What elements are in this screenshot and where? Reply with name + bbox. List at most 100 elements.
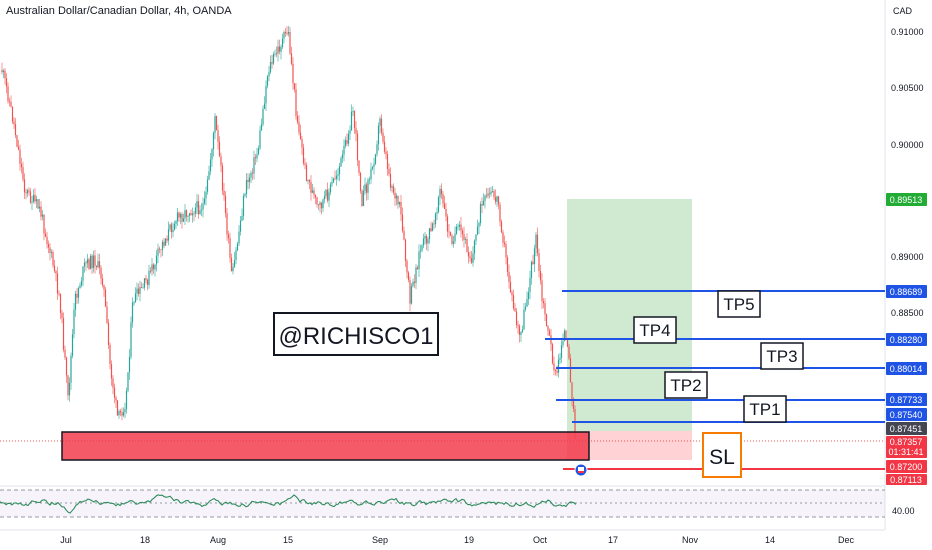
candle-body <box>572 398 575 410</box>
tp3-label-box[interactable] <box>760 342 804 370</box>
candle-body <box>340 158 342 167</box>
time-tick: Sep <box>372 535 388 545</box>
candle-body <box>547 326 549 331</box>
target-price-badge: 0.89513 <box>886 193 927 206</box>
candle-body <box>530 261 533 278</box>
candle-body <box>137 288 140 294</box>
candle-body <box>77 288 80 298</box>
candle-body <box>457 226 459 228</box>
candle-body <box>542 300 545 304</box>
candle-body <box>100 267 102 279</box>
candle-body <box>275 53 278 55</box>
candle-body <box>205 191 207 199</box>
sl-label-box[interactable] <box>702 432 742 478</box>
candle-body <box>376 144 378 155</box>
candle-body <box>250 172 252 178</box>
candle-body <box>304 163 306 166</box>
candle-body <box>421 245 423 251</box>
candle-body <box>124 408 126 413</box>
price-tick: 0.90000 <box>891 140 924 150</box>
candle-body <box>248 177 251 182</box>
candle-body <box>419 250 422 252</box>
candle-body <box>416 267 419 270</box>
symbol-title[interactable]: Australian Dollar/Canadian Dollar, 4h, O… <box>6 5 232 17</box>
candle-body <box>214 116 216 133</box>
candle-body <box>70 355 72 383</box>
candle-body <box>155 255 158 265</box>
candle-body <box>317 204 320 206</box>
candle-body <box>301 138 303 148</box>
candle-body <box>133 302 135 304</box>
candle-body <box>527 292 530 300</box>
candle-body <box>464 239 467 240</box>
candle-body <box>19 149 21 164</box>
candle-body <box>208 171 210 180</box>
candle-body <box>455 226 458 234</box>
candle-body <box>499 204 501 222</box>
tp1-label-box[interactable] <box>743 395 787 423</box>
candle-body <box>181 214 183 222</box>
candle-body <box>559 357 561 360</box>
candle-body <box>361 190 363 207</box>
candle-body <box>5 78 8 87</box>
candle-body <box>196 201 198 208</box>
candle-body <box>143 278 146 288</box>
candle-body <box>268 71 270 77</box>
candle-body <box>166 238 168 241</box>
time-tick: Dec <box>838 535 855 545</box>
candle-body <box>428 228 431 240</box>
candle-body <box>241 216 243 221</box>
candle-body <box>398 201 401 205</box>
candle-body <box>20 163 23 168</box>
tp2-label-box[interactable] <box>664 371 708 399</box>
candle-body <box>520 332 522 335</box>
candle-body <box>551 344 554 364</box>
candle-body <box>368 179 371 181</box>
candle-body <box>511 292 513 296</box>
candle-body <box>389 174 392 188</box>
candle-body <box>134 293 137 303</box>
currency-label: CAD <box>893 6 913 16</box>
candle-body <box>566 339 569 347</box>
candle-body <box>323 195 326 200</box>
svg-text:0.88280: 0.88280 <box>890 335 923 345</box>
candle-body <box>518 325 521 335</box>
rsi-band <box>0 490 885 517</box>
candle-body <box>232 267 234 272</box>
candle-body <box>305 165 308 181</box>
tp4-price-badge: 0.88280 <box>886 333 927 346</box>
candle-body <box>341 154 344 159</box>
candle-body <box>173 223 176 230</box>
price-axis-bg[interactable] <box>885 0 932 550</box>
demand-zone-rectangle[interactable] <box>61 431 590 461</box>
candle-body <box>532 261 534 265</box>
candle-body <box>397 195 399 205</box>
candle-body <box>380 118 383 133</box>
candle-body <box>163 241 165 246</box>
candle-body <box>314 194 317 198</box>
candle-body <box>307 179 309 181</box>
economic-event-icon[interactable] <box>574 463 588 477</box>
watermark-box[interactable] <box>273 312 439 356</box>
candle-body <box>52 252 54 266</box>
candle-body <box>278 46 281 52</box>
candle-body <box>88 259 90 269</box>
candle-body <box>119 411 122 413</box>
price-pane[interactable] <box>0 0 885 485</box>
candle-body <box>313 190 315 195</box>
candle-body <box>59 293 62 313</box>
candle-body <box>101 278 104 286</box>
last-price-badge: 0.87357 01:31:41 <box>886 436 927 458</box>
candle-body <box>139 287 141 294</box>
tp4-label-box[interactable] <box>633 316 677 344</box>
watermark-text: @RICHISCO1 <box>278 323 433 350</box>
candle-body <box>415 267 417 284</box>
candle-body <box>287 31 290 34</box>
rsi-pane[interactable] <box>0 489 885 529</box>
candle-body <box>83 262 86 267</box>
candle-body <box>425 236 428 244</box>
tp5-label-box[interactable] <box>717 290 761 318</box>
candle-body <box>554 370 557 372</box>
candle-body <box>257 148 260 155</box>
